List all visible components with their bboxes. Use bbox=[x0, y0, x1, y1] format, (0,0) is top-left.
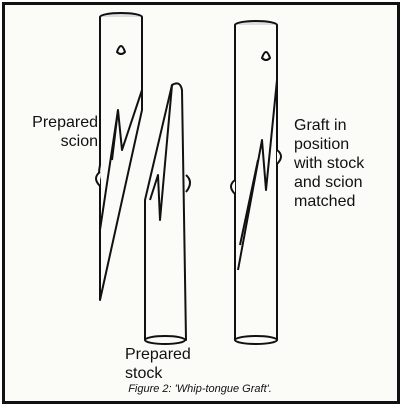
prepared-scion bbox=[95, 12, 143, 301]
label-graft-in-position: Graft in position with stock and scion m… bbox=[294, 116, 394, 211]
graft-label-line: and scion bbox=[294, 174, 363, 191]
graft-in-position bbox=[230, 20, 282, 345]
label-prepared-scion: Prepared scion bbox=[32, 114, 98, 150]
graft-label-line: with stock bbox=[294, 155, 365, 172]
graft-label-line: Graft in bbox=[294, 117, 347, 134]
graft-label-line: matched bbox=[294, 193, 356, 210]
prepared-stock bbox=[144, 82, 191, 345]
figure-caption: Figure 2: 'Whip-tongue Graft'. bbox=[128, 383, 272, 395]
graft-label-line: position bbox=[294, 136, 350, 153]
label-prepared-stock: Prepared stock bbox=[125, 346, 191, 382]
